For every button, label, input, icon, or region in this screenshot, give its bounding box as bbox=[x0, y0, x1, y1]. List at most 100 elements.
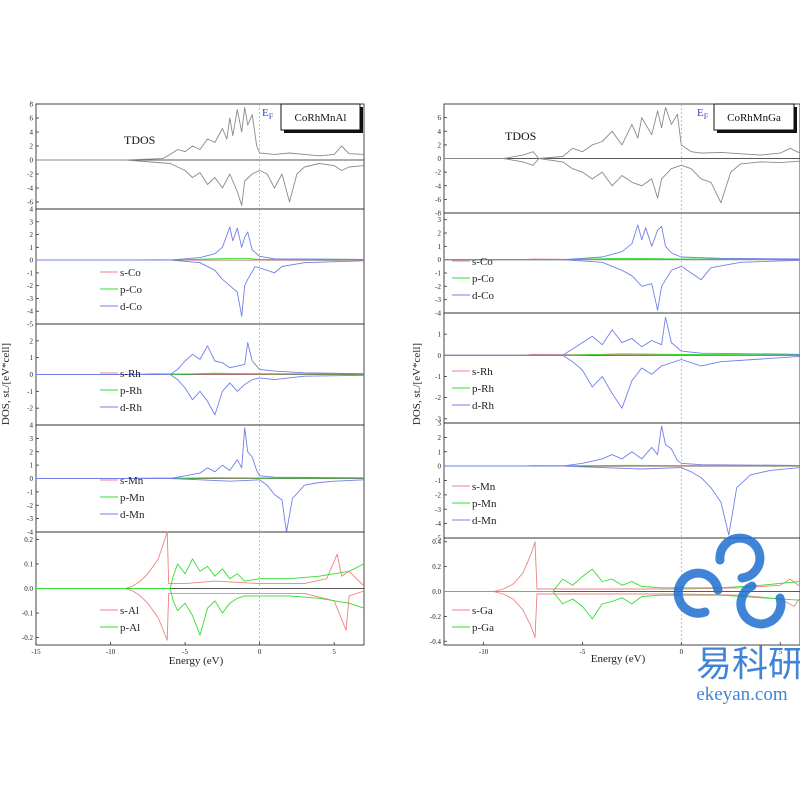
legend-label: d-Rh bbox=[120, 402, 143, 414]
legend-label: s-Ga bbox=[472, 605, 493, 617]
panel-frame bbox=[443, 312, 800, 424]
compound-box bbox=[713, 103, 795, 131]
fermi-label: EF bbox=[262, 107, 274, 121]
tdos-label: TDOS bbox=[505, 129, 536, 143]
y-tick-label: 0.2 bbox=[432, 563, 441, 571]
y-tick-label: -4 bbox=[27, 185, 33, 193]
y-tick-label: 2 bbox=[30, 337, 34, 345]
fermi-label: EF bbox=[697, 107, 709, 121]
y-tick-label: 0 bbox=[30, 257, 34, 265]
y-tick-label: 0 bbox=[438, 352, 442, 360]
series-total-up bbox=[444, 106, 800, 159]
y-tick-label: -3 bbox=[27, 515, 33, 523]
watermark-logo: 易科研 ekeyan.com bbox=[673, 533, 800, 705]
y-tick-label: 0 bbox=[438, 463, 442, 471]
legend-label: p-Ga bbox=[472, 622, 494, 634]
series-d-mn-down bbox=[444, 465, 800, 536]
panel-co: -5 -4 -3 -2 -1 0 1 2 3 4 s-Co p-Co d-Co bbox=[27, 206, 365, 329]
y-tick-label: -1 bbox=[435, 270, 441, 278]
y-tick-label: 2 bbox=[30, 231, 34, 239]
y-tick-label: 0 bbox=[438, 256, 442, 264]
series-p-ga-down bbox=[444, 591, 800, 620]
watermark-site-text: ekeyan.com bbox=[696, 684, 787, 705]
y-tick-label: -0.4 bbox=[430, 638, 442, 646]
y-tick-label: -4 bbox=[435, 182, 441, 190]
chart-corhmnga: -8-6-4-20246TDOS-4-3-2-10123s-Cop-Cod-Co… bbox=[411, 103, 800, 665]
legend-label: p-Mn bbox=[472, 498, 497, 510]
x-axis-title: Energy (eV) bbox=[591, 653, 646, 665]
y-tick-label: 3 bbox=[438, 216, 442, 224]
y-tick-label: 3 bbox=[30, 218, 34, 226]
legend-label: s-Mn bbox=[120, 475, 144, 487]
series-p-al-down bbox=[36, 588, 365, 636]
legend-label: p-Al bbox=[120, 622, 140, 634]
y-tick-label: 1 bbox=[438, 243, 442, 251]
panel-frame bbox=[35, 208, 365, 325]
y-tick-label: 2 bbox=[438, 141, 442, 149]
series-total-down bbox=[36, 159, 365, 206]
y-tick-label: -3 bbox=[435, 506, 441, 514]
series-p-al-up bbox=[36, 558, 365, 589]
series-d-rh-down bbox=[444, 354, 800, 409]
y-tick-label: -4 bbox=[435, 310, 441, 318]
y-tick-label: 8 bbox=[30, 101, 34, 109]
series-d-rh-up bbox=[36, 342, 365, 375]
x-tick-label: -10 bbox=[106, 648, 116, 656]
series-total-down bbox=[444, 158, 800, 204]
y-tick-label: 6 bbox=[30, 115, 34, 123]
panel-frame bbox=[443, 212, 800, 314]
y-tick-label: -0.2 bbox=[430, 613, 442, 621]
y-tick-label: -0.2 bbox=[22, 634, 34, 642]
legend-label: s-Rh bbox=[120, 368, 141, 380]
panel-al: -0.2 -0.1 0.0 0.1 0.2 s-Al p-Al bbox=[22, 531, 365, 646]
tdos-label: TDOS bbox=[124, 133, 155, 147]
series-d-co-up bbox=[36, 226, 365, 261]
y-tick-label: -1 bbox=[435, 477, 441, 485]
panel-rh: -3 -2 -1 0 1 s-Rh p-Rh d-Rh bbox=[435, 312, 800, 424]
y-tick-label: 3 bbox=[30, 435, 34, 443]
y-tick-label: -2 bbox=[435, 491, 441, 499]
y-tick-label: -1 bbox=[435, 373, 441, 381]
legend-label: p-Co bbox=[120, 284, 143, 296]
series-total-up bbox=[36, 107, 365, 161]
legend-label: d-Mn bbox=[120, 509, 145, 521]
series-d-co-down bbox=[444, 259, 800, 311]
y-tick-label: -1 bbox=[27, 269, 33, 277]
watermark-cn-text: 易科研 bbox=[696, 644, 800, 684]
compound-label: CoRhMnGa bbox=[727, 112, 781, 124]
compound-box bbox=[280, 103, 361, 131]
y-tick-label: 2 bbox=[30, 143, 34, 151]
y-tick-label: 1 bbox=[438, 448, 442, 456]
series-s-al-up bbox=[36, 531, 365, 589]
y-tick-label: 0 bbox=[30, 475, 34, 483]
y-tick-label: -6 bbox=[435, 196, 441, 204]
legend-label: s-Rh bbox=[472, 366, 493, 378]
y-tick-label: 4 bbox=[30, 422, 34, 430]
legend-label: s-Co bbox=[472, 256, 493, 268]
y-tick-label: 2 bbox=[30, 448, 34, 456]
y-tick-label: 3 bbox=[438, 420, 442, 428]
legend-label: s-Al bbox=[120, 605, 139, 617]
y-tick-label: 0.1 bbox=[24, 560, 33, 568]
y-tick-label: -2 bbox=[27, 502, 33, 510]
legend-label: d-Co bbox=[472, 290, 495, 302]
x-tick-label: 0 bbox=[680, 648, 684, 656]
y-tick-label: -2 bbox=[435, 169, 441, 177]
y-tick-label: 2 bbox=[438, 230, 442, 238]
panel-mn: -4 -3 -2 -1 0 1 2 3 4 s-Mn p-Mn d-Mn bbox=[27, 422, 365, 537]
watermark-emblem bbox=[673, 533, 786, 629]
panel-rh: -2 -1 0 1 2 s-Rh p-Rh d-Rh bbox=[27, 323, 365, 426]
legend-label: d-Rh bbox=[472, 400, 495, 412]
y-tick-label: 0 bbox=[30, 157, 34, 165]
y-tick-label: -4 bbox=[27, 529, 33, 537]
series-d-mn-up bbox=[444, 425, 800, 467]
x-tick-label: 5 bbox=[332, 648, 336, 656]
y-axis-title: DOS, st./[eV*cell] bbox=[0, 343, 12, 425]
legend-label: d-Mn bbox=[472, 515, 497, 527]
legend-label: p-Mn bbox=[120, 492, 145, 504]
x-tick-label: -5 bbox=[580, 648, 586, 656]
compound-label: CoRhMnAl bbox=[295, 112, 347, 124]
y-tick-label: -4 bbox=[435, 520, 441, 528]
y-tick-label: -3 bbox=[435, 296, 441, 304]
panel-frame bbox=[443, 422, 800, 539]
